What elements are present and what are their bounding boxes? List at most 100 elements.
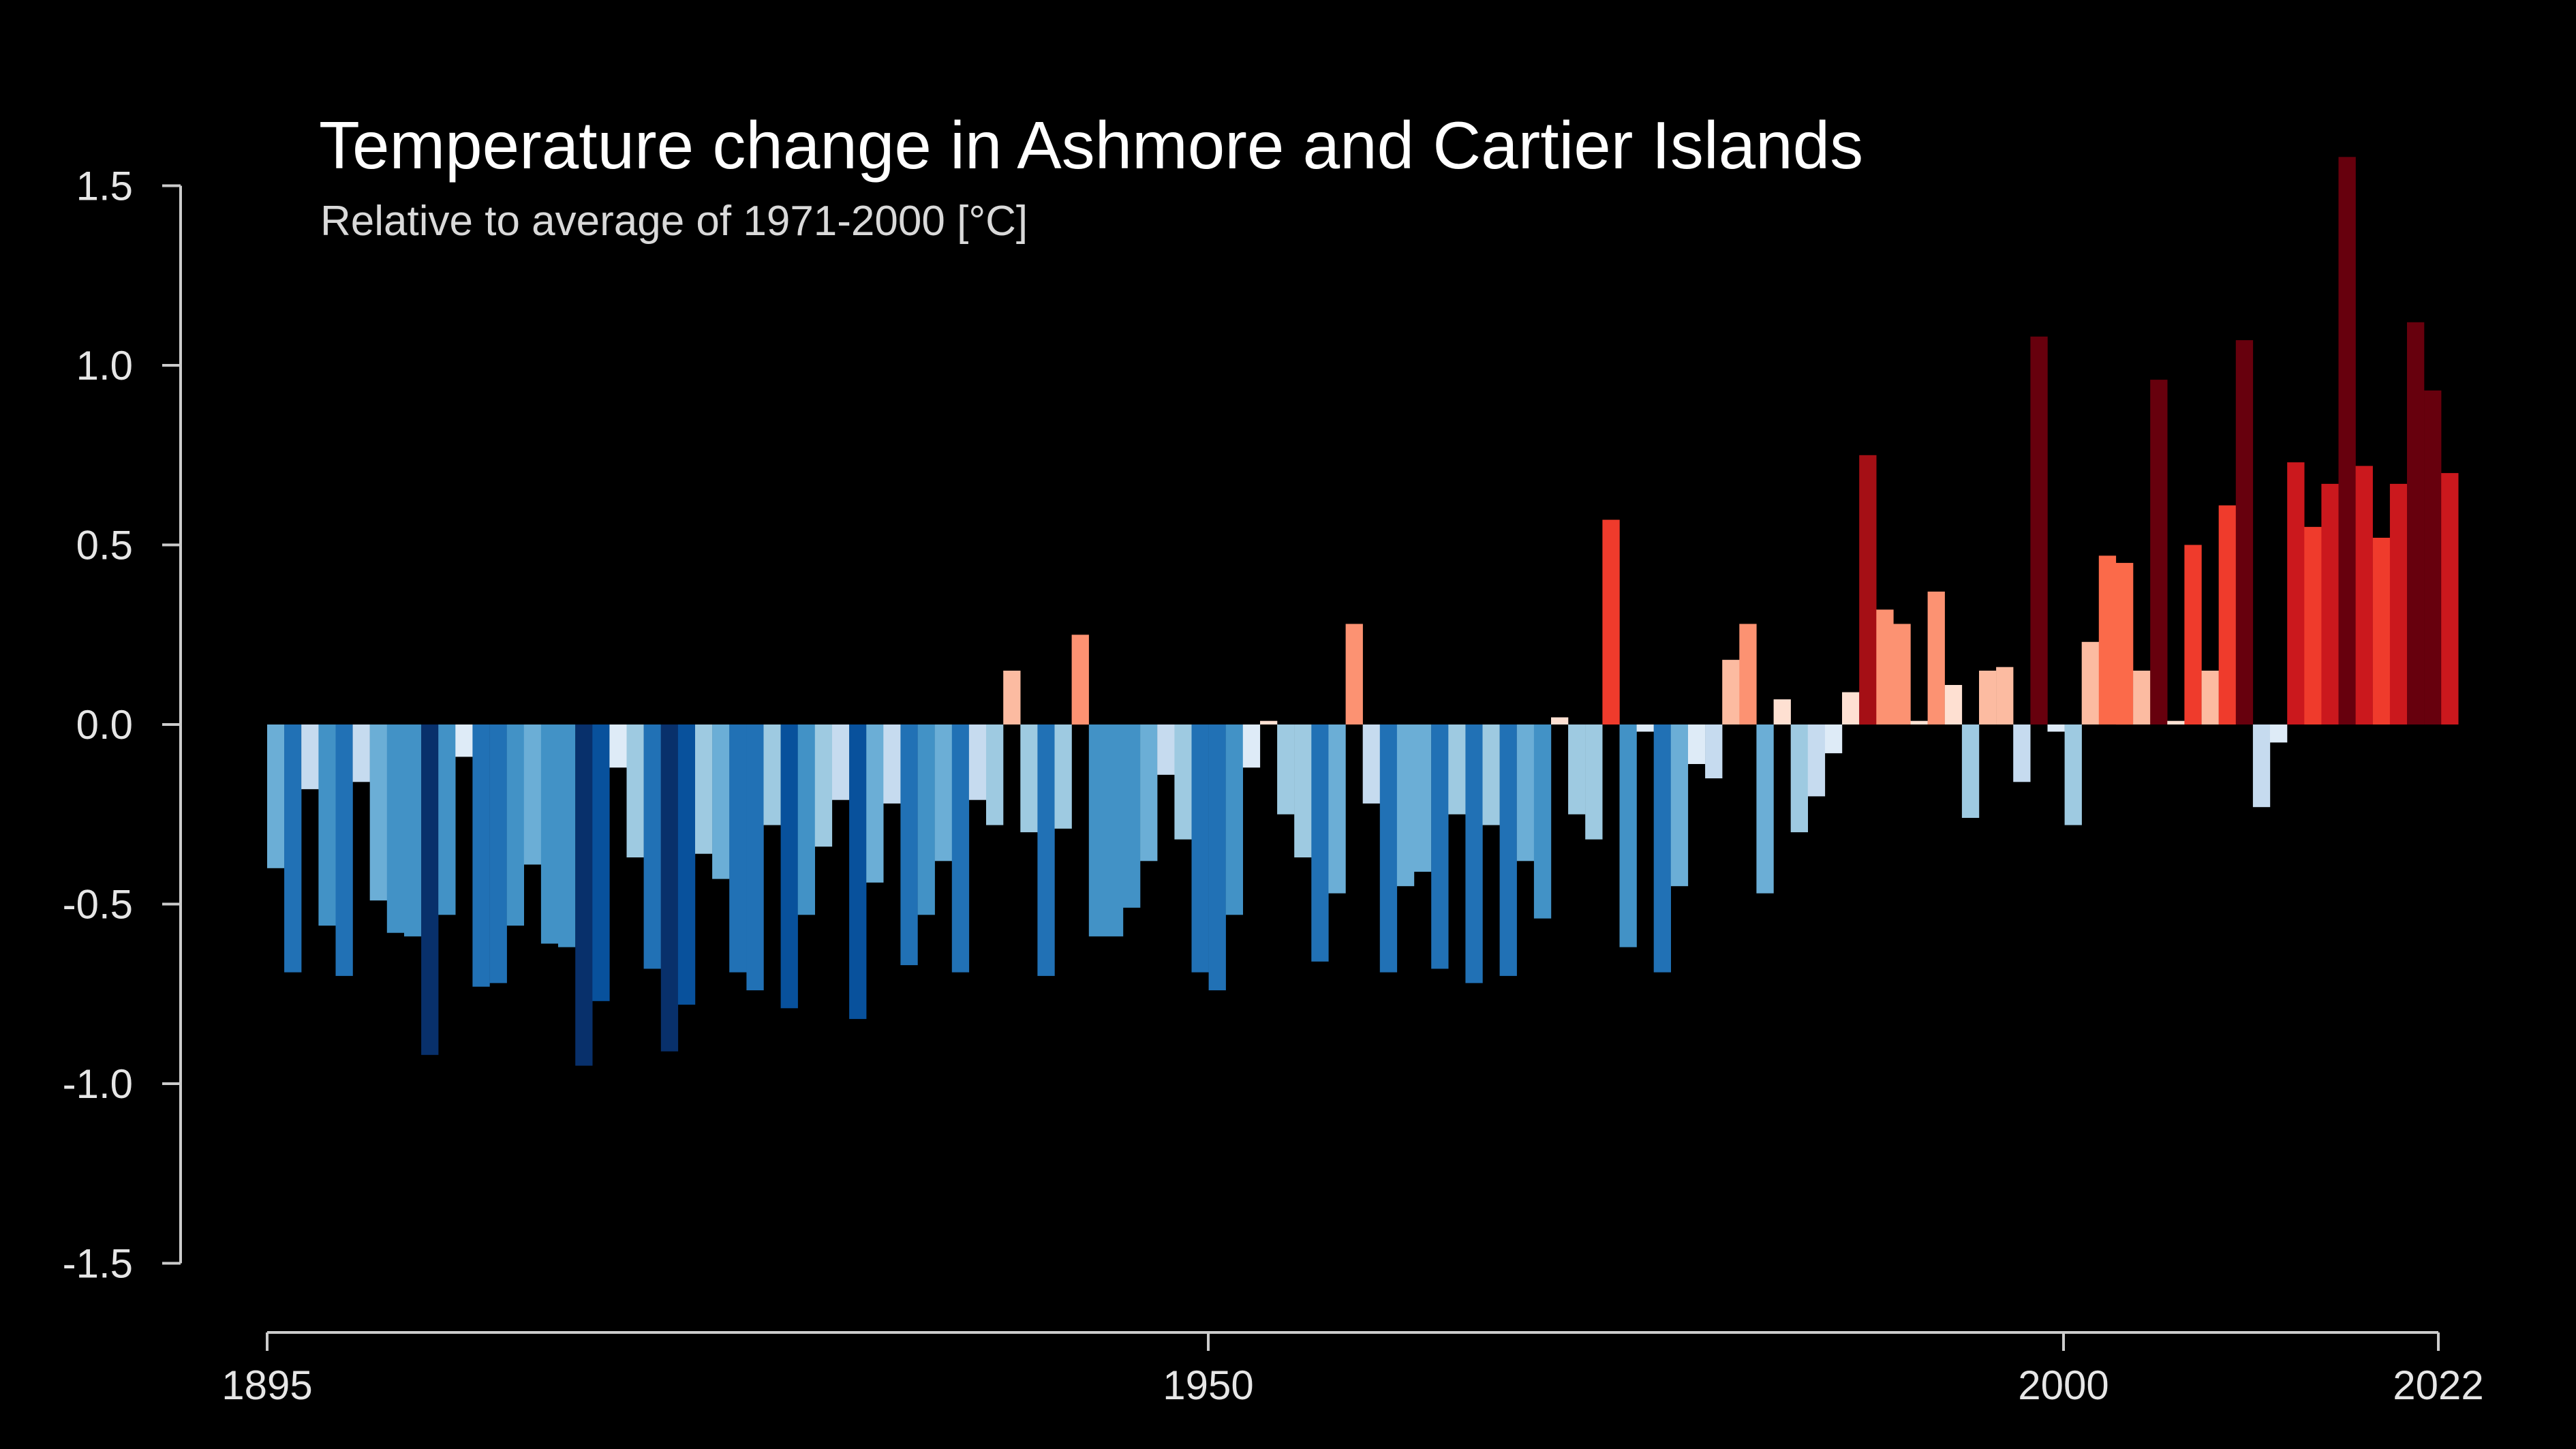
bar-1977 xyxy=(1670,724,1689,887)
bar-2010 xyxy=(2235,340,2254,725)
bar-2021 xyxy=(2424,390,2442,724)
bar-1899 xyxy=(335,724,353,976)
bar-1961 xyxy=(1396,724,1415,887)
bar-1972 xyxy=(1585,724,1603,840)
bar-1936 xyxy=(968,724,987,800)
bar-1934 xyxy=(934,724,952,861)
bar-1939 xyxy=(1020,724,1038,833)
bar-1949 xyxy=(1191,724,1209,973)
bar-1904 xyxy=(421,724,439,1055)
bar-1997 xyxy=(2013,724,2031,782)
bar-1947 xyxy=(1157,724,1175,775)
bar-2015 xyxy=(2321,483,2339,724)
chart-subtitle: Relative to average of 1971-2000 [°C] xyxy=(320,198,1028,245)
bar-1982 xyxy=(1756,724,1774,894)
chart-title: Temperature change in Ashmore and Cartie… xyxy=(319,108,1863,183)
bar-1999 xyxy=(2047,724,2065,732)
bar-1956 xyxy=(1311,724,1329,962)
bar-1989 xyxy=(1876,609,1894,724)
bar-2018 xyxy=(2372,538,2391,724)
y-axis: 1.5 1.0 0.5 0.0 -0.5 -1.0 -1.5 xyxy=(63,164,182,1287)
y-tick-label: -1.0 xyxy=(63,1061,133,1107)
bar-1898 xyxy=(318,724,336,926)
bar-2003 xyxy=(2116,562,2134,725)
bar-2002 xyxy=(2098,555,2117,724)
bars-group xyxy=(267,157,2459,1066)
bar-1907 xyxy=(472,724,490,987)
x-tick-label: 1895 xyxy=(221,1362,312,1408)
bar-1942 xyxy=(1071,635,1089,725)
bar-1946 xyxy=(1140,724,1158,861)
bar-1906 xyxy=(455,724,473,757)
bar-1974 xyxy=(1619,724,1637,947)
bar-1950 xyxy=(1208,724,1226,990)
bar-1962 xyxy=(1414,724,1432,872)
bar-1994 xyxy=(1961,724,1980,818)
y-tick-label: 0.0 xyxy=(76,702,133,748)
bar-1959 xyxy=(1362,724,1380,804)
y-tick-label: 1.0 xyxy=(76,343,133,388)
bar-1986 xyxy=(1824,724,1843,754)
bar-1979 xyxy=(1705,724,1723,778)
bar-1910 xyxy=(523,724,542,865)
bar-1969 xyxy=(1533,724,1552,919)
bar-1930 xyxy=(866,724,884,883)
bar-2012 xyxy=(2270,724,2288,743)
bar-1905 xyxy=(438,724,456,915)
bar-1993 xyxy=(1944,685,1963,724)
y-tick-label: 0.5 xyxy=(76,523,133,568)
bar-1933 xyxy=(917,724,935,915)
bar-1935 xyxy=(951,724,970,973)
bar-1897 xyxy=(301,724,319,789)
y-tick-label: 1.5 xyxy=(76,164,133,209)
bar-1924 xyxy=(763,724,781,825)
bar-2004 xyxy=(2133,671,2151,724)
bar-1901 xyxy=(369,724,387,901)
bar-2008 xyxy=(2201,671,2219,724)
bar-1896 xyxy=(284,724,302,973)
bar-1981 xyxy=(1739,624,1757,724)
bar-1908 xyxy=(489,724,507,983)
bar-1965 xyxy=(1465,724,1483,983)
bar-1948 xyxy=(1174,724,1192,840)
bar-1914 xyxy=(592,724,610,1001)
bar-1941 xyxy=(1054,724,1072,829)
bar-1971 xyxy=(1568,724,1586,814)
bar-1915 xyxy=(609,724,627,768)
bar-2016 xyxy=(2338,157,2356,725)
bar-1958 xyxy=(1345,624,1363,724)
bar-1992 xyxy=(1927,592,1945,724)
y-tick-label: -1.5 xyxy=(63,1241,133,1287)
bar-1945 xyxy=(1123,724,1141,908)
bar-1918 xyxy=(660,724,679,1052)
bar-1916 xyxy=(626,724,644,857)
bar-1985 xyxy=(1807,724,1826,797)
bar-1957 xyxy=(1328,724,1346,894)
bar-1937 xyxy=(986,724,1004,825)
bar-2017 xyxy=(2355,466,2373,724)
bar-1944 xyxy=(1105,724,1124,936)
bar-2022 xyxy=(2441,473,2459,724)
bar-1911 xyxy=(540,724,559,944)
bar-1983 xyxy=(1773,699,1791,724)
bar-2006 xyxy=(2167,720,2185,724)
bar-1919 xyxy=(677,724,696,1005)
bar-1954 xyxy=(1277,724,1295,814)
bar-1927 xyxy=(814,724,833,847)
bar-1928 xyxy=(832,724,850,800)
bar-1984 xyxy=(1790,724,1808,833)
bar-1929 xyxy=(849,724,867,1020)
bar-2013 xyxy=(2287,462,2305,724)
bar-1940 xyxy=(1037,724,1055,976)
x-tick-label: 2000 xyxy=(2018,1362,2109,1408)
bar-1952 xyxy=(1242,724,1261,768)
bar-1917 xyxy=(643,724,661,969)
bar-1964 xyxy=(1448,724,1466,814)
x-tick-label: 2022 xyxy=(2393,1362,2483,1408)
bar-1978 xyxy=(1688,724,1706,764)
bar-1963 xyxy=(1431,724,1449,969)
bar-2011 xyxy=(2252,724,2271,808)
bar-1988 xyxy=(1859,455,1877,725)
bar-1966 xyxy=(1482,724,1500,825)
